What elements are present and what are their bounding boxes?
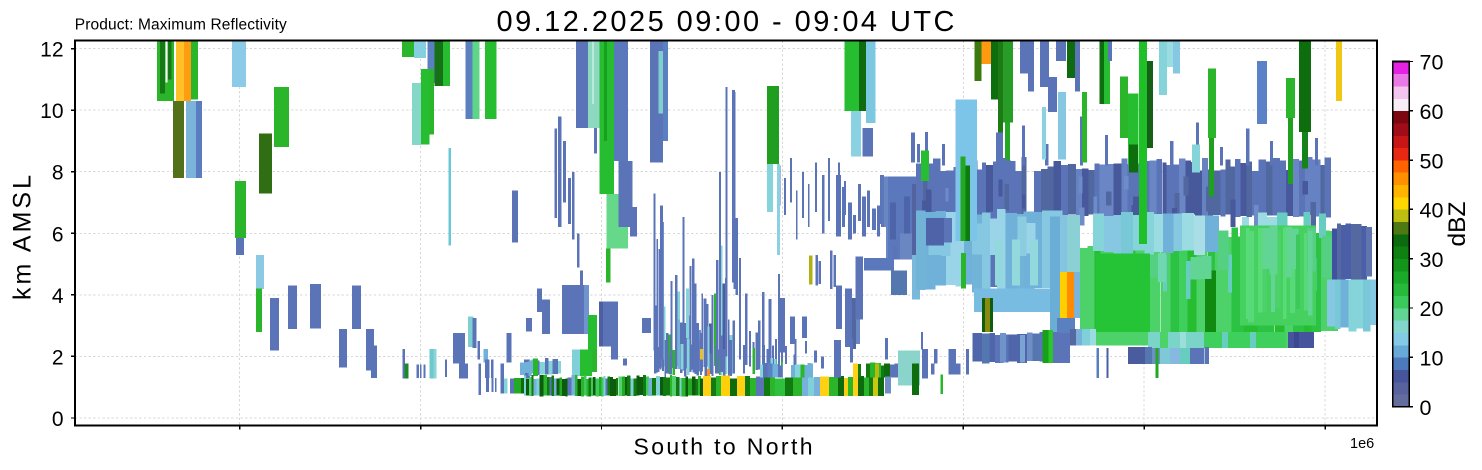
svg-text:60: 60: [1420, 100, 1444, 124]
svg-text:10: 10: [1420, 347, 1444, 371]
svg-text:8: 8: [52, 162, 64, 185]
svg-text:km AMSL: km AMSL: [9, 175, 37, 300]
svg-text:09.12.2025 09:00 - 09:04 UTC: 09.12.2025 09:00 - 09:04 UTC: [497, 6, 955, 38]
svg-text:6: 6: [52, 223, 64, 246]
svg-text:70: 70: [1420, 51, 1444, 75]
svg-text:0: 0: [52, 408, 64, 431]
svg-text:1e6: 1e6: [1350, 436, 1374, 452]
svg-text:12: 12: [40, 39, 63, 62]
svg-text:20: 20: [1420, 297, 1444, 321]
svg-text:40: 40: [1420, 199, 1444, 223]
svg-text:Product: Maximum Reflectivity: Product: Maximum Reflectivity: [75, 17, 287, 34]
svg-text:0: 0: [1420, 396, 1432, 420]
svg-text:50: 50: [1420, 149, 1444, 173]
svg-text:2: 2: [52, 346, 64, 369]
svg-text:South to North: South to North: [634, 434, 813, 460]
svg-text:4: 4: [52, 285, 64, 308]
svg-text:10: 10: [40, 100, 63, 123]
svg-text:30: 30: [1420, 248, 1444, 272]
svg-text:dBZ: dBZ: [1444, 202, 1471, 247]
